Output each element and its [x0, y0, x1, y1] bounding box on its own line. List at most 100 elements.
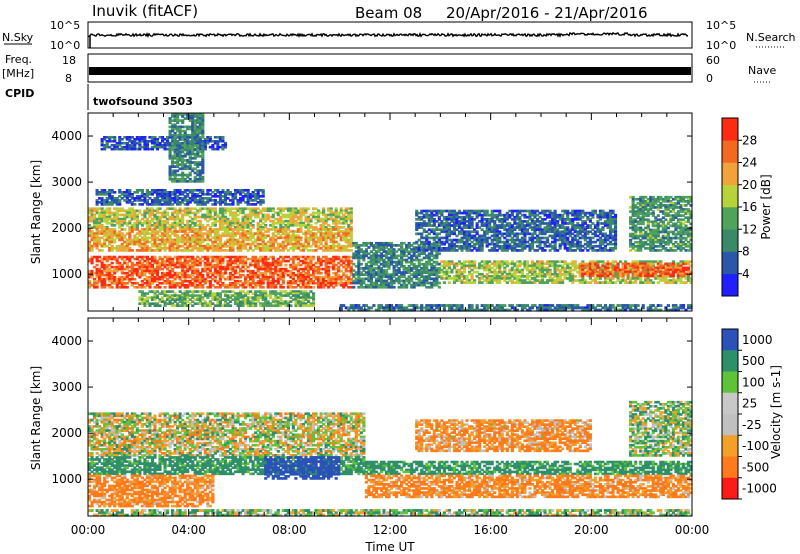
power-cell: [138, 209, 142, 213]
nsky-trace-line: [88, 31, 689, 38]
power-cell: [249, 223, 253, 227]
power-cell: [266, 207, 270, 211]
power-cell: [100, 230, 104, 233]
power-cell: [90, 261, 94, 265]
power-cell: [150, 230, 155, 233]
power-cell: [251, 207, 255, 211]
freq-right-tick-bottom: 0: [706, 72, 713, 85]
power-cell: [299, 213, 303, 217]
power-cell: [233, 213, 238, 217]
power-cell: [329, 207, 333, 211]
power-cell: [191, 219, 195, 223]
power-cell: [103, 230, 107, 233]
power-cell: [233, 211, 238, 215]
power-cell: [236, 207, 240, 211]
power-cell: [208, 244, 212, 248]
power-cell: [218, 226, 222, 229]
power-cell: [261, 285, 265, 289]
power-cell: [198, 226, 202, 229]
power-cell: [244, 213, 248, 217]
power-cell: [125, 211, 129, 215]
power-cell: [103, 228, 107, 231]
power-cell: [299, 207, 303, 211]
power-cell: [314, 221, 318, 225]
power-cell: [178, 217, 182, 221]
power-cell: [251, 209, 255, 213]
power-cell: [206, 219, 210, 223]
power-cell: [166, 230, 170, 233]
power-cell: [274, 226, 278, 229]
power-cell: [216, 246, 220, 250]
power-cell: [296, 223, 300, 227]
power-cell: [223, 249, 228, 252]
power-cell: [286, 221, 290, 225]
power-cell: [158, 226, 162, 229]
power-cell: [128, 232, 132, 235]
power-cell: [218, 209, 222, 213]
power-cell: [105, 217, 109, 221]
power-cell: [324, 217, 328, 221]
power-cell: [218, 242, 222, 246]
power-cell: [264, 207, 268, 211]
power-cell: [148, 221, 152, 225]
power-cell: [311, 304, 316, 307]
power-cell: [100, 223, 104, 227]
power-cell: [158, 223, 162, 227]
power-cell: [118, 207, 122, 211]
power-cell: [246, 221, 250, 225]
power-cell: [349, 249, 353, 252]
power-cell: [309, 217, 313, 221]
power-cell: [150, 219, 155, 223]
power-cell: [168, 236, 172, 240]
power-cell: [246, 215, 250, 219]
power-cell: [125, 215, 129, 219]
power-cell: [206, 246, 210, 250]
power-cell: [349, 213, 353, 217]
power-cell: [223, 209, 228, 213]
power-cell: [171, 240, 175, 244]
power-cell: [133, 238, 137, 242]
power-cell: [95, 207, 99, 211]
power-cell: [150, 244, 155, 248]
power-cell: [188, 226, 192, 229]
power-cell: [339, 211, 343, 215]
power-cell: [213, 238, 217, 242]
power-cell: [140, 238, 144, 242]
power-cell: [110, 232, 114, 235]
power-cell: [123, 219, 127, 223]
power-cell: [153, 236, 157, 240]
power-cell: [201, 285, 205, 289]
power-cell: [281, 226, 285, 229]
power-cell: [304, 207, 308, 211]
power-cell: [216, 213, 220, 217]
power-cell: [289, 213, 293, 217]
power-cell: [143, 240, 147, 244]
power-cell: [98, 213, 102, 217]
power-cell: [166, 228, 170, 231]
power-cell: [168, 207, 172, 211]
power-cell: [110, 246, 114, 250]
power-cell: [186, 238, 190, 242]
power-cell: [163, 221, 167, 225]
power-cell: [145, 236, 149, 240]
power-cell: [203, 215, 207, 219]
power-cell: [113, 213, 117, 217]
power-cell: [231, 223, 235, 227]
power-cell: [294, 213, 298, 217]
power-cell: [231, 211, 235, 215]
power-cell: [178, 223, 182, 227]
power-cell: [213, 230, 217, 233]
power-cell: [183, 242, 187, 246]
power-cell: [241, 232, 245, 235]
nsky-left-tick-bottom: 10^0: [50, 39, 80, 52]
power-cell: [236, 249, 240, 252]
power-cell: [304, 209, 308, 213]
power-cell: [201, 142, 205, 145]
nsky-right-tick-top: 10^5: [706, 19, 736, 32]
power-cell: [173, 211, 177, 215]
power-cell: [145, 209, 149, 213]
power-cell: [306, 223, 311, 227]
power-cell: [123, 215, 127, 219]
power-cell: [344, 209, 348, 213]
power-cell: [108, 228, 112, 231]
